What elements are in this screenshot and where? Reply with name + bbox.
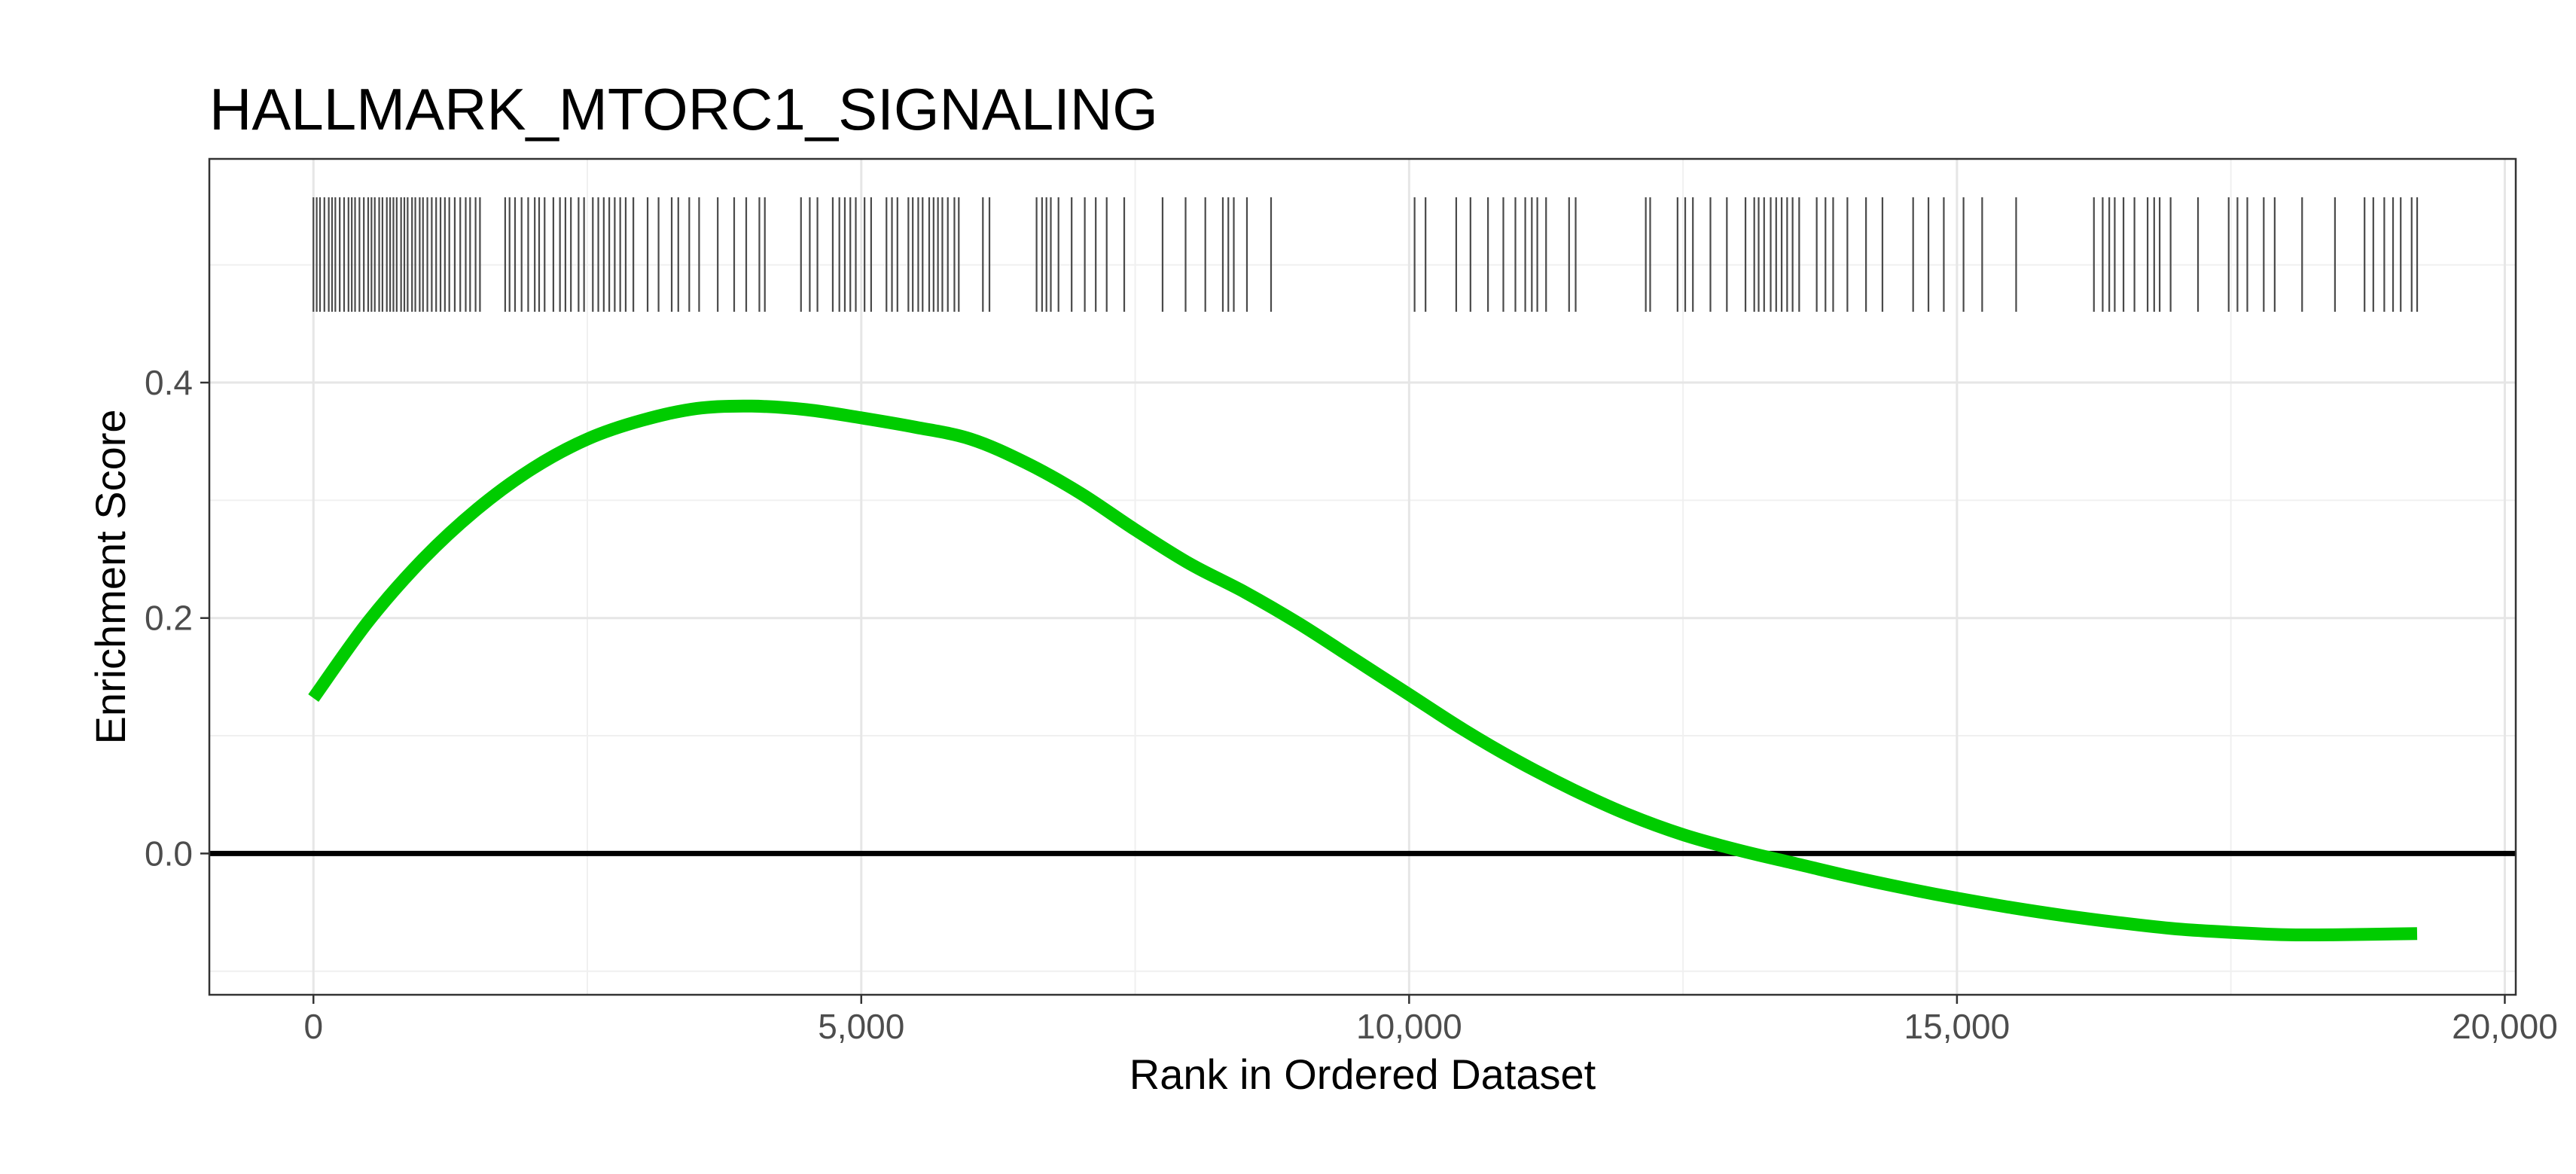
y-tick-label: 0.4 [145,363,193,402]
y-tick-label: 0.2 [145,599,193,638]
y-axis-title: Enrichment Score [87,409,134,744]
x-tick-label: 20,000 [2452,1007,2558,1046]
x-tick-label: 15,000 [1904,1007,2010,1046]
x-tick-label: 0 [303,1007,323,1046]
x-tick-label: 5,000 [818,1007,904,1046]
x-tick-label: 10,000 [1356,1007,1462,1046]
y-tick-label: 0.0 [145,834,193,873]
x-axis-title: Rank in Ordered Dataset [1129,1051,1596,1098]
enrichment-score-line [308,399,2418,942]
chart-title: HALLMARK_MTORC1_SIGNALING [209,76,1158,142]
plot-panel-border [208,157,2517,996]
